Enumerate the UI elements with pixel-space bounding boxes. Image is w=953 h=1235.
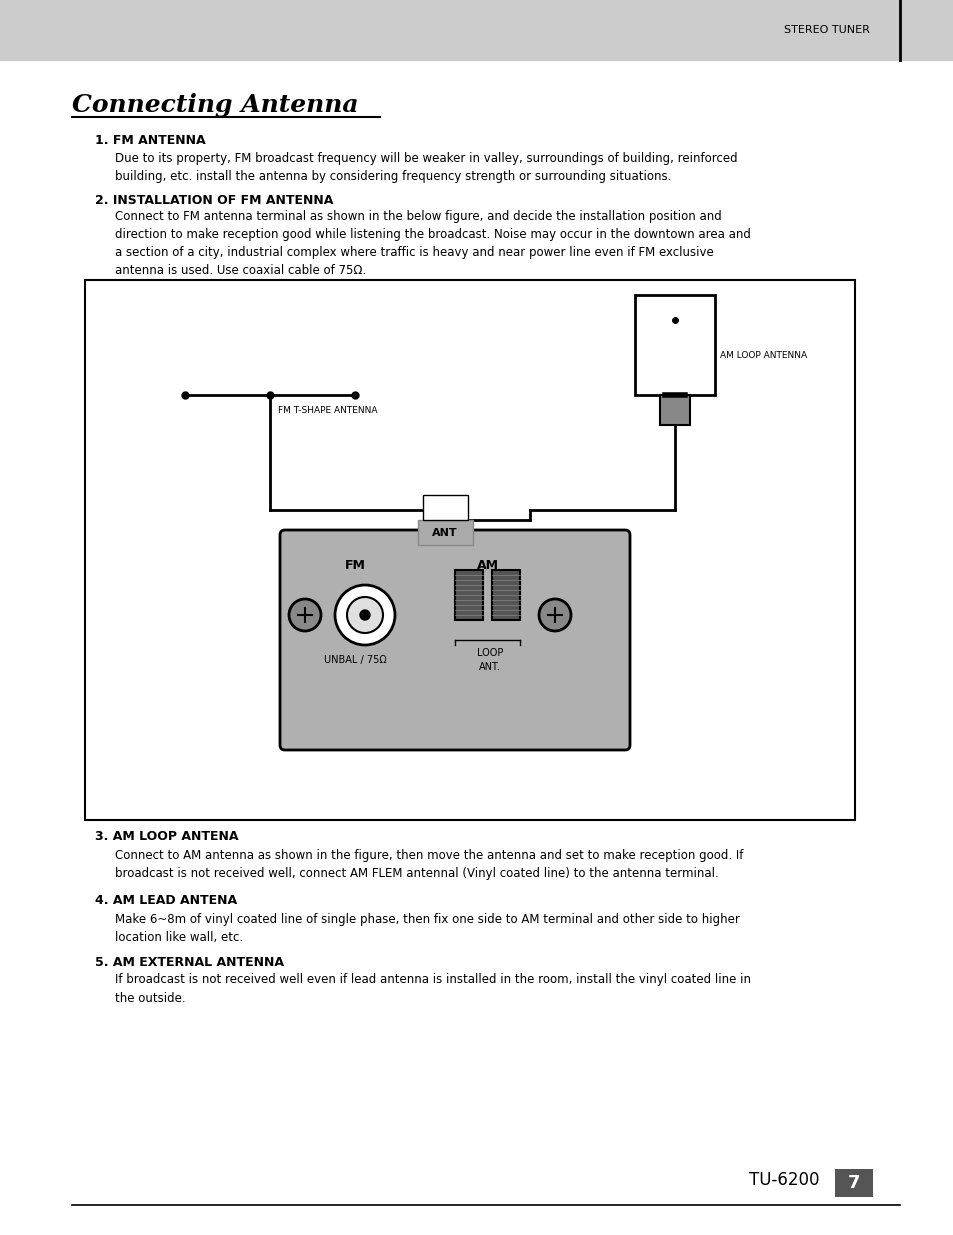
Bar: [659, 395, 689, 425]
Text: 4. AM LEAD ANTENA: 4. AM LEAD ANTENA: [95, 893, 237, 906]
Text: Make 6~8m of vinyl coated line of single phase, then fix one side to AM terminal: Make 6~8m of vinyl coated line of single…: [115, 913, 740, 944]
Text: 5. AM EXTERNAL ANTENNA: 5. AM EXTERNAL ANTENNA: [95, 956, 284, 969]
Bar: [417, 520, 473, 545]
Bar: [492, 571, 519, 620]
Text: Connect to FM antenna terminal as shown in the below figure, and decide the inst: Connect to FM antenna terminal as shown …: [115, 210, 750, 277]
Text: FM T-SHAPE ANTENNA: FM T-SHAPE ANTENNA: [277, 405, 377, 415]
Bar: [834, 1170, 872, 1197]
Text: ANT: ANT: [432, 529, 457, 538]
Bar: [85, 280, 854, 820]
Text: 2. INSTALLATION OF FM ANTENNA: 2. INSTALLATION OF FM ANTENNA: [95, 194, 333, 206]
Circle shape: [359, 610, 370, 620]
Bar: [0, 0, 953, 61]
Text: 7: 7: [847, 1174, 860, 1192]
Circle shape: [347, 597, 382, 634]
Text: AM: AM: [476, 558, 498, 572]
Text: UNBAL / 75Ω: UNBAL / 75Ω: [323, 655, 386, 664]
Text: TU-6200: TU-6200: [749, 1171, 820, 1189]
Text: Connecting Antenna: Connecting Antenna: [71, 93, 358, 117]
Circle shape: [335, 585, 395, 645]
Text: Due to its property, FM broadcast frequency will be weaker in valley, surroundin: Due to its property, FM broadcast freque…: [115, 152, 737, 183]
Bar: [422, 495, 468, 520]
Bar: [455, 571, 482, 620]
Text: STEREO TUNER: STEREO TUNER: [783, 25, 869, 35]
Text: If broadcast is not received well even if lead antenna is installed in the room,: If broadcast is not received well even i…: [115, 973, 750, 1004]
Text: 3. AM LOOP ANTENA: 3. AM LOOP ANTENA: [95, 830, 238, 844]
Text: Connect to AM antenna as shown in the figure, then move the antenna and set to m: Connect to AM antenna as shown in the fi…: [115, 850, 742, 881]
Circle shape: [538, 599, 571, 631]
Text: FM: FM: [344, 558, 365, 572]
Bar: [635, 295, 714, 395]
Text: AM LOOP ANTENNA: AM LOOP ANTENNA: [720, 351, 806, 359]
Text: LOOP
ANT.: LOOP ANT.: [476, 648, 502, 672]
FancyBboxPatch shape: [280, 530, 629, 750]
Circle shape: [289, 599, 320, 631]
Text: 1. FM ANTENNA: 1. FM ANTENNA: [95, 133, 206, 147]
